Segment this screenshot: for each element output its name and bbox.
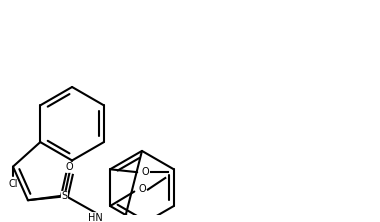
- Text: S: S: [62, 191, 68, 201]
- Text: HN: HN: [88, 213, 103, 222]
- Text: Cl: Cl: [8, 179, 18, 189]
- Text: O: O: [138, 184, 146, 194]
- Text: O: O: [141, 167, 149, 177]
- Text: O: O: [66, 162, 73, 172]
